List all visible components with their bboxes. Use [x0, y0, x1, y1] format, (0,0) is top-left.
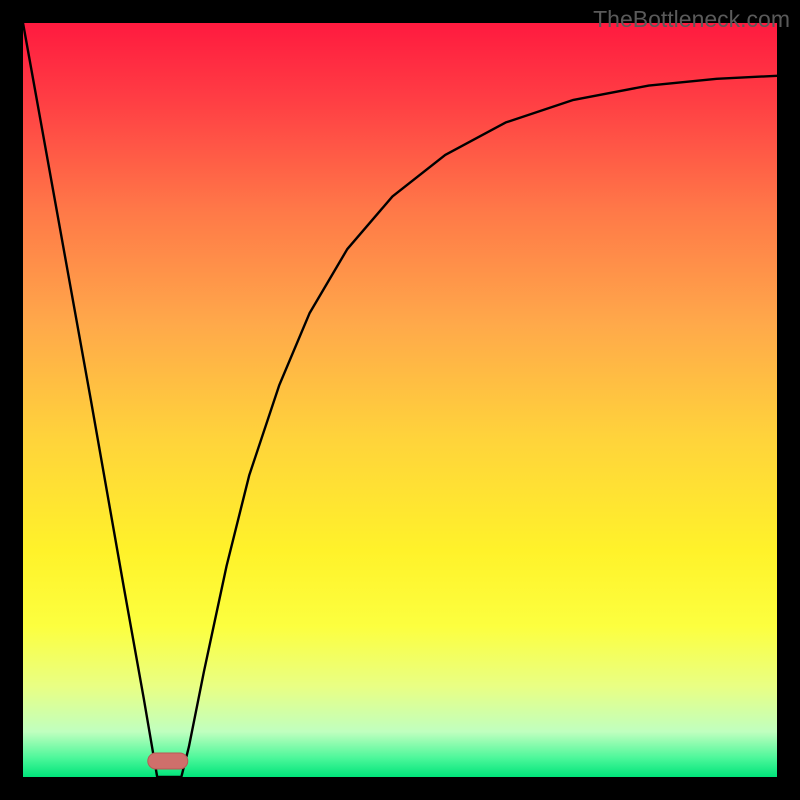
chart-container: TheBottleneck.com	[0, 0, 800, 800]
chart-background	[23, 23, 777, 777]
bottleneck-chart	[0, 0, 800, 800]
watermark-text: TheBottleneck.com	[593, 6, 790, 33]
optimal-marker	[148, 753, 188, 769]
